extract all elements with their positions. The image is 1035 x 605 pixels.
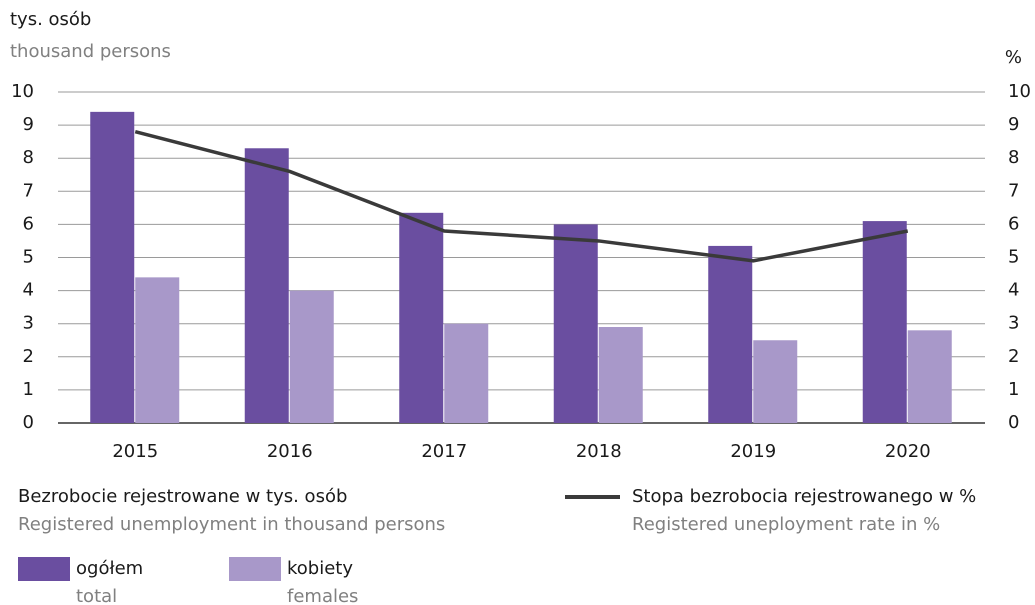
y-tick-label: 5 (23, 247, 34, 268)
legend-swatch (229, 557, 281, 581)
x-tick-label: 2018 (576, 441, 622, 462)
y-tick-label: 4 (23, 280, 34, 301)
bar (907, 330, 952, 423)
x-tick-label: 2019 (730, 441, 776, 462)
y2-tick-label: 6 (1008, 213, 1019, 234)
y2-tick-label: 4 (1008, 280, 1019, 301)
bar (598, 327, 643, 423)
y2-tick-label: 1 (1008, 379, 1019, 400)
bar (753, 340, 798, 423)
y2-tick-label: 0 (1008, 412, 1019, 433)
y-tick-label: 1 (23, 379, 34, 400)
bar (90, 111, 135, 424)
x-tick-label: 2015 (112, 441, 158, 462)
y2-tick-label: 5 (1008, 247, 1019, 268)
y2-tick-label: 10 (1008, 81, 1031, 102)
legend-swatch (18, 557, 70, 581)
y-axis-label: tys. osób (10, 9, 91, 30)
y-tick-label: 10 (11, 81, 34, 102)
line (134, 130, 909, 263)
y-tick-label: 7 (23, 180, 34, 201)
y-tick-label: 9 (23, 114, 34, 135)
y2-tick-label: 9 (1008, 114, 1019, 135)
x-tick-label: 2020 (885, 441, 931, 462)
y-tick-label: 8 (23, 147, 34, 168)
y2-axis-label: % (1005, 47, 1022, 68)
y-tick-label: 2 (23, 346, 34, 367)
legend-label-en: females (287, 586, 358, 605)
y-axis-label-en: thousand persons (10, 41, 171, 62)
y-tick-label: 0 (23, 412, 34, 433)
legend-label-en: Registered uneployment rate in % (632, 514, 940, 535)
legend-label: Stopa bezrobocia rejestrowanego w % (632, 486, 976, 507)
x-tick-label: 2016 (267, 441, 313, 462)
bar (399, 212, 444, 423)
y-tick-label: 3 (23, 313, 34, 334)
bar (444, 323, 489, 423)
y2-tick-label: 7 (1008, 180, 1019, 201)
bar (553, 224, 598, 423)
y-tick-label: 6 (23, 213, 34, 234)
x-tick-label: 2017 (421, 441, 467, 462)
bar (135, 277, 180, 423)
bar (244, 148, 289, 423)
legend-label: ogółem (76, 558, 143, 579)
legend-group-title: Bezrobocie rejestrowane w tys. osób (18, 486, 347, 507)
y2-tick-label: 8 (1008, 147, 1019, 168)
y2-tick-label: 2 (1008, 346, 1019, 367)
bar (708, 245, 753, 423)
legend-label: kobiety (287, 558, 353, 579)
bar (289, 290, 334, 423)
y2-tick-label: 3 (1008, 313, 1019, 334)
legend-group-subtitle: Registered unemployment in thousand pers… (18, 514, 445, 535)
bar (862, 221, 907, 423)
legend-label-en: total (76, 586, 117, 605)
